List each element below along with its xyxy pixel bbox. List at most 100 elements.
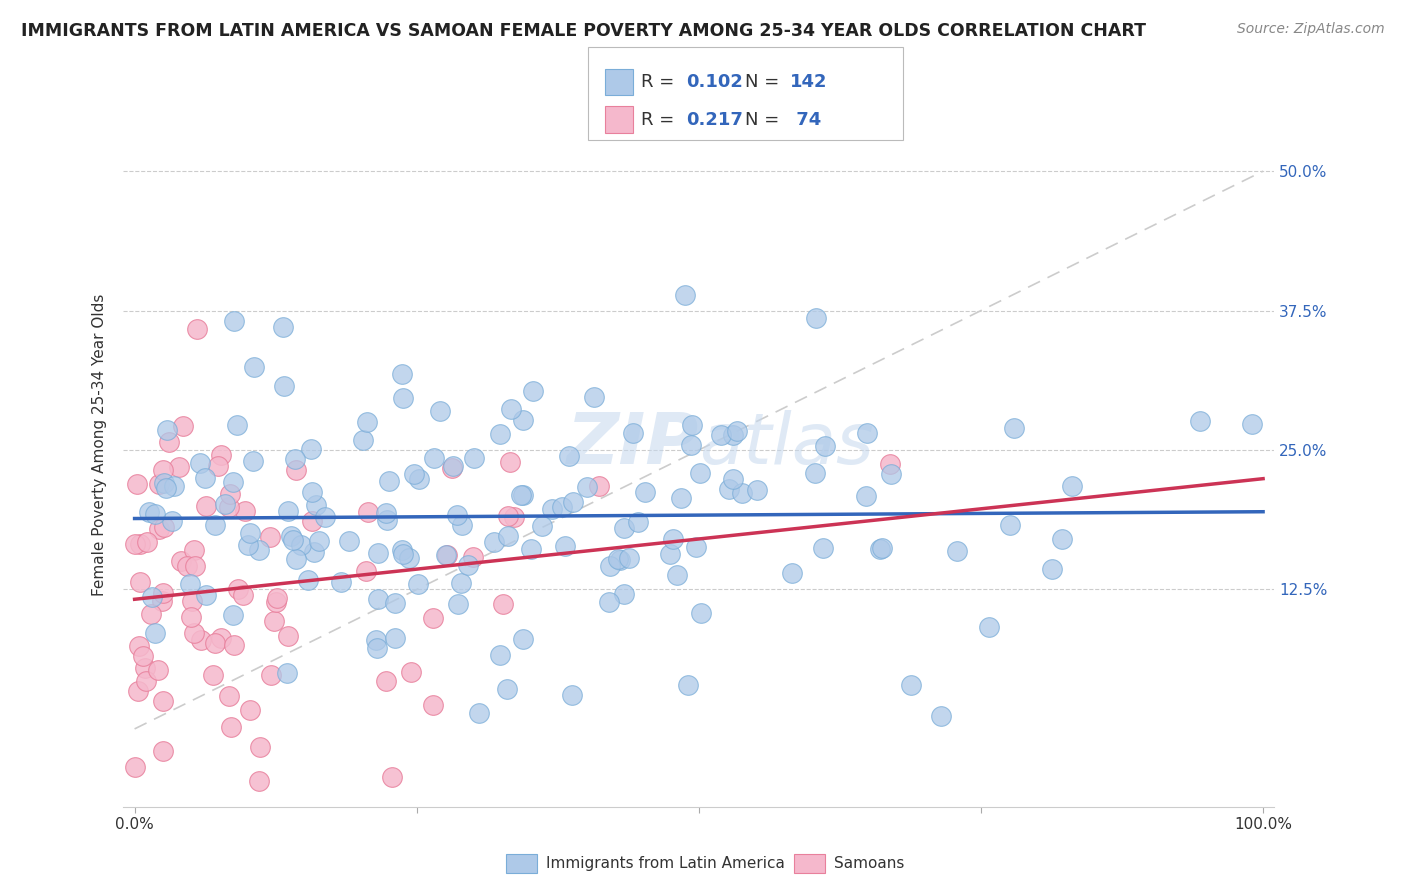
Point: [512, 413, 534, 427]
Point: [233, 504, 256, 518]
Point: [163, 479, 186, 493]
Point: [183, 558, 205, 573]
Point: [492, 597, 515, 611]
Point: [284, 452, 307, 467]
Point: [900, 678, 922, 692]
Point: [408, 472, 430, 486]
Point: [583, 390, 606, 404]
Point: [153, 520, 176, 534]
Point: [188, 456, 211, 470]
Point: [301, 485, 323, 500]
Point: [139, 607, 162, 622]
Point: [561, 689, 583, 703]
Point: [575, 479, 598, 493]
Point: [512, 488, 534, 502]
Point: [354, 564, 377, 578]
Point: [441, 458, 464, 473]
Point: [194, 471, 217, 485]
Point: [598, 595, 620, 609]
Point: [247, 773, 270, 788]
Point: [222, 607, 245, 622]
Point: [451, 518, 474, 533]
Point: [367, 592, 389, 607]
Point: [222, 638, 245, 652]
Point: [429, 404, 451, 418]
Point: [381, 770, 404, 784]
Point: [690, 606, 713, 620]
Text: R =: R =: [641, 73, 681, 91]
Point: [226, 582, 249, 596]
Point: [232, 588, 254, 602]
Point: [172, 418, 194, 433]
Point: [138, 505, 160, 519]
Point: [249, 740, 271, 755]
Point: [404, 467, 426, 482]
Point: [673, 288, 696, 302]
Point: [135, 674, 157, 689]
Point: [280, 529, 302, 543]
Point: [153, 475, 176, 490]
Point: [398, 551, 420, 566]
Point: [685, 540, 707, 554]
Point: [247, 543, 270, 558]
Text: 142: 142: [790, 73, 828, 91]
Point: [929, 709, 952, 723]
Point: [441, 461, 464, 475]
Point: [375, 673, 398, 688]
Point: [160, 514, 183, 528]
Point: [128, 574, 150, 589]
Point: [541, 501, 564, 516]
Point: [436, 548, 458, 562]
Point: [263, 615, 285, 629]
Point: [127, 683, 149, 698]
Point: [170, 554, 193, 568]
Point: [308, 534, 330, 549]
Point: [530, 519, 553, 533]
Point: [879, 458, 901, 472]
Point: [276, 665, 298, 680]
Point: [813, 541, 835, 556]
Point: [495, 681, 517, 696]
Point: [1240, 417, 1263, 431]
Point: [209, 631, 232, 645]
Point: [879, 467, 901, 482]
Point: [609, 552, 631, 566]
Point: [399, 665, 422, 679]
Point: [152, 694, 174, 708]
Point: [979, 620, 1001, 634]
Text: Samoans: Samoans: [834, 856, 904, 871]
Point: [554, 540, 576, 554]
Point: [550, 500, 572, 514]
Text: 74: 74: [790, 111, 821, 128]
Point: [634, 484, 657, 499]
Point: [446, 508, 468, 523]
Point: [148, 477, 170, 491]
Point: [148, 522, 170, 536]
Point: [676, 677, 699, 691]
Point: [522, 384, 544, 398]
Point: [780, 566, 803, 581]
Point: [277, 504, 299, 518]
Point: [124, 537, 146, 551]
Point: [357, 505, 380, 519]
Point: [204, 636, 226, 650]
Point: [180, 609, 202, 624]
Point: [314, 509, 336, 524]
Text: IMMIGRANTS FROM LATIN AMERICA VS SAMOAN FEMALE POVERTY AMONG 25-34 YEAR OLDS COR: IMMIGRANTS FROM LATIN AMERICA VS SAMOAN …: [21, 22, 1146, 40]
Point: [143, 625, 166, 640]
Point: [127, 477, 149, 491]
Point: [488, 427, 510, 442]
Point: [681, 418, 703, 433]
Point: [1189, 414, 1212, 428]
Point: [499, 402, 522, 417]
Point: [176, 559, 198, 574]
Point: [222, 314, 245, 328]
Text: 0.217: 0.217: [686, 111, 742, 128]
Point: [1060, 478, 1083, 492]
Point: [305, 498, 328, 512]
Point: [561, 495, 583, 509]
Point: [135, 535, 157, 549]
Point: [290, 538, 312, 552]
Text: atlas: atlas: [699, 410, 873, 479]
Point: [1040, 562, 1063, 576]
